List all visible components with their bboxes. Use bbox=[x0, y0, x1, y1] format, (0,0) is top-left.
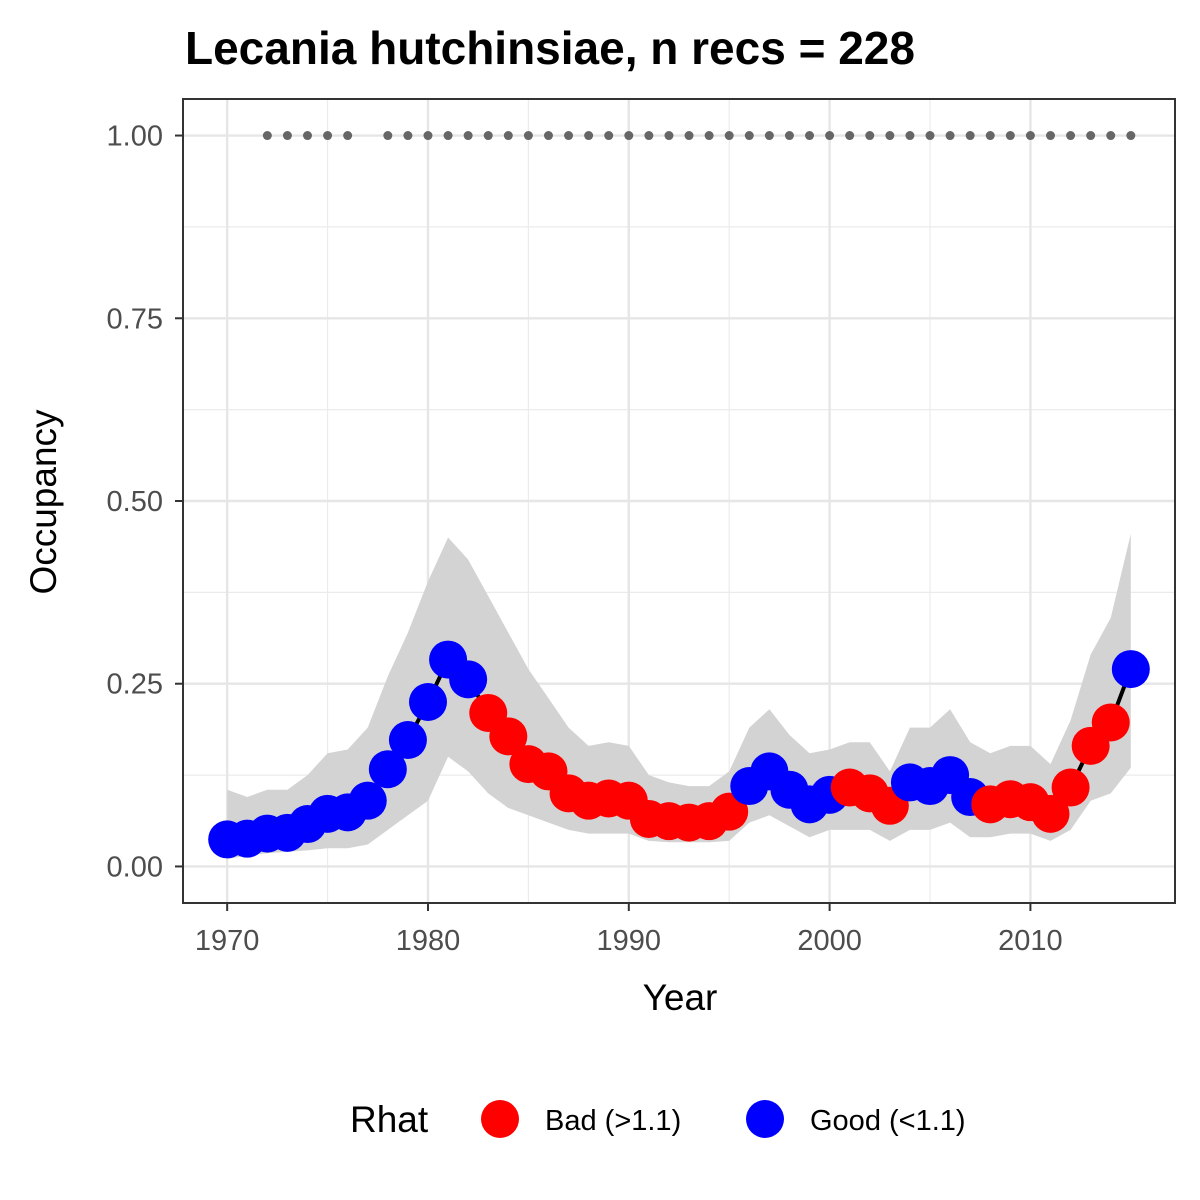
record-dot bbox=[262, 131, 272, 141]
record-dot bbox=[764, 131, 774, 141]
legend-label-bad: Bad (>1.1) bbox=[545, 1105, 681, 1137]
record-dot bbox=[343, 131, 353, 141]
record-dot bbox=[985, 131, 995, 141]
data-point bbox=[1111, 650, 1150, 689]
data-point bbox=[489, 717, 528, 756]
x-tick-label: 1970 bbox=[195, 925, 260, 957]
record-dot bbox=[825, 131, 835, 141]
y-tick-label: 0.75 bbox=[107, 303, 163, 335]
data-point bbox=[388, 721, 427, 760]
record-dot bbox=[784, 131, 794, 141]
record-dot bbox=[463, 131, 473, 141]
x-tick-label: 1980 bbox=[396, 925, 461, 957]
data-point bbox=[710, 792, 749, 831]
y-tick-label: 1.00 bbox=[107, 121, 163, 153]
record-dot bbox=[584, 131, 594, 141]
legend: Rhat Bad (>1.1) Good (<1.1) bbox=[350, 1099, 966, 1140]
record-dot bbox=[965, 131, 975, 141]
record-dot bbox=[1066, 131, 1076, 141]
plot-panel bbox=[182, 98, 1176, 904]
x-tick-label: 1990 bbox=[597, 925, 662, 957]
record-dot bbox=[624, 131, 634, 141]
x-tick-label: 2010 bbox=[998, 925, 1063, 957]
y-tick-label: 0.00 bbox=[107, 851, 163, 883]
record-dot bbox=[805, 131, 815, 141]
record-dot bbox=[383, 131, 393, 141]
record-dot bbox=[543, 131, 553, 141]
record-dot bbox=[282, 131, 292, 141]
legend-label-good: Good (<1.1) bbox=[810, 1105, 966, 1137]
record-dot bbox=[885, 131, 895, 141]
x-axis-title: Year bbox=[643, 977, 718, 1018]
legend-key-good bbox=[746, 1100, 784, 1138]
record-dot bbox=[744, 131, 754, 141]
record-dot bbox=[644, 131, 654, 141]
record-dot bbox=[684, 131, 694, 141]
record-dot bbox=[1045, 131, 1055, 141]
x-tick-label: 2000 bbox=[797, 925, 862, 957]
record-dot bbox=[303, 131, 313, 141]
y-axis-title: Occupancy bbox=[23, 409, 64, 595]
data-point bbox=[1051, 768, 1090, 807]
record-dot bbox=[523, 131, 533, 141]
record-dot bbox=[403, 131, 413, 141]
record-dot bbox=[1106, 131, 1116, 141]
record-dot bbox=[604, 131, 614, 141]
data-point bbox=[348, 781, 387, 820]
y-tick-label: 0.50 bbox=[107, 486, 163, 518]
y-tick-label: 0.25 bbox=[107, 669, 163, 701]
chart-title: Lecania hutchinsiae, n recs = 228 bbox=[185, 22, 915, 74]
record-dot bbox=[925, 131, 935, 141]
record-dot bbox=[724, 131, 734, 141]
record-dot bbox=[443, 131, 453, 141]
record-dot bbox=[1005, 131, 1015, 141]
record-dot bbox=[945, 131, 955, 141]
record-dot bbox=[845, 131, 855, 141]
record-dot bbox=[503, 131, 513, 141]
data-point bbox=[1031, 794, 1070, 833]
record-dot bbox=[664, 131, 674, 141]
record-dot bbox=[483, 131, 493, 141]
record-dot bbox=[564, 131, 574, 141]
data-point bbox=[1091, 703, 1130, 742]
y-axis: 0.00 0.25 0.50 0.75 1.00 bbox=[107, 121, 183, 883]
record-dot bbox=[1025, 131, 1035, 141]
record-dots-layer bbox=[262, 131, 1136, 141]
legend-title: Rhat bbox=[350, 1099, 429, 1140]
data-point bbox=[368, 750, 407, 789]
x-axis: 1970 1980 1990 2000 2010 bbox=[195, 903, 1063, 957]
data-point bbox=[449, 660, 488, 699]
record-dot bbox=[905, 131, 915, 141]
legend-key-bad bbox=[481, 1100, 519, 1138]
record-dot bbox=[865, 131, 875, 141]
record-dot bbox=[1086, 131, 1096, 141]
record-dot bbox=[423, 131, 433, 141]
record-dot bbox=[704, 131, 714, 141]
point-layer bbox=[208, 640, 1150, 859]
record-dot bbox=[1126, 131, 1136, 141]
record-dot bbox=[323, 131, 333, 141]
data-point bbox=[408, 683, 447, 721]
